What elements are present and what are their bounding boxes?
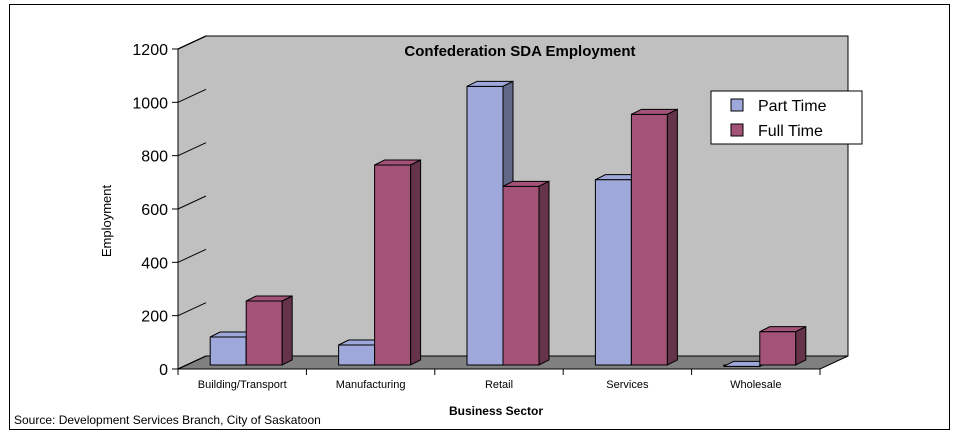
bar-front <box>374 164 412 366</box>
bar-side <box>538 180 550 366</box>
bar-front <box>209 336 247 366</box>
y-depth-tick <box>177 248 207 263</box>
chart-bars <box>209 80 807 368</box>
y-tick-label: 1200 <box>132 42 168 59</box>
bar-side <box>410 159 422 366</box>
bar-front <box>759 331 797 366</box>
bar-full-time <box>759 325 807 366</box>
bar-front <box>502 185 540 366</box>
bar-front <box>594 179 632 366</box>
y-depth-tick <box>177 88 207 103</box>
y-depth-tick <box>177 35 207 50</box>
bar-side <box>281 295 293 366</box>
y-depth-tick <box>177 302 207 317</box>
bar-full-time <box>502 180 550 366</box>
bar-front <box>338 344 376 366</box>
bar-side <box>795 325 807 366</box>
x-tick-label: Services <box>606 379 649 391</box>
bar-front <box>630 113 668 366</box>
chart-title: Confederation SDA Employment <box>404 43 635 60</box>
bar-side <box>666 108 678 366</box>
y-tick-label: 0 <box>159 362 168 379</box>
y-depth-tick <box>177 195 207 210</box>
bar-full-time <box>374 159 422 366</box>
source-note: Source: Development Services Branch, Cit… <box>14 413 321 427</box>
y-axis-label: Employment <box>99 184 114 257</box>
x-tick-label: Retail <box>485 379 513 391</box>
x-tick-label: Manufacturing <box>336 379 406 391</box>
bar-front <box>466 85 504 366</box>
y-depth-tick <box>177 355 207 370</box>
bar-front <box>245 300 283 366</box>
legend-label-full-time: Full Time <box>758 123 823 140</box>
y-tick-label: 800 <box>141 149 168 166</box>
y-depth-tick <box>177 142 207 157</box>
x-axis-ticks: Building/Transport Manufacturing Retail Ser… <box>177 369 821 391</box>
y-tick-label: 1000 <box>132 95 168 112</box>
x-tick-label: Wholesale <box>730 379 781 391</box>
x-tick-label: Building/Transport <box>198 379 287 391</box>
legend-swatch-full-time <box>730 123 744 137</box>
legend: Part Time Full Time <box>710 90 863 145</box>
y-tick-label: 600 <box>141 202 168 219</box>
legend-label-part-time: Part Time <box>758 98 827 115</box>
bar-full-time <box>630 108 678 366</box>
y-axis-ticks: 0 200 400 600 800 1000 1200 <box>132 35 207 379</box>
y-tick-label: 200 <box>141 309 168 326</box>
legend-swatch-part-time <box>730 98 744 112</box>
bar-full-time <box>245 295 293 366</box>
y-tick-label: 400 <box>141 255 168 272</box>
x-axis-label: Business Sector <box>449 404 543 418</box>
